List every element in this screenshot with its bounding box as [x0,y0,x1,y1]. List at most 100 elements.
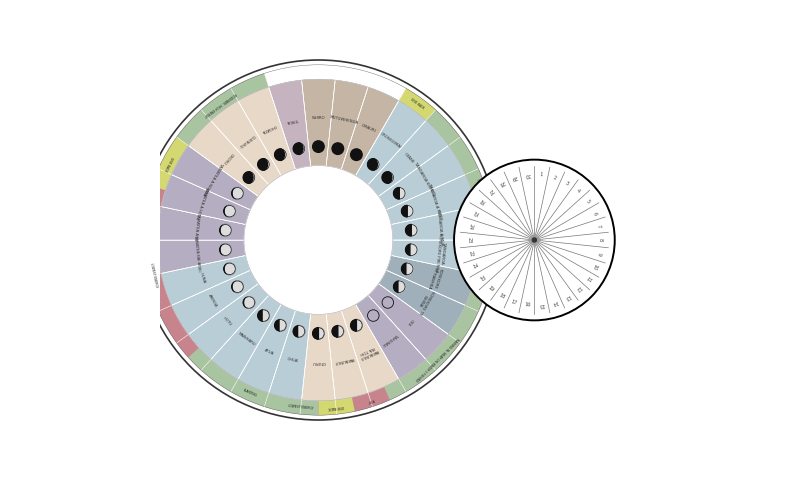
Polygon shape [281,320,286,331]
Wedge shape [269,311,310,400]
Text: 20: 20 [478,275,486,283]
Circle shape [258,159,270,170]
Wedge shape [356,101,426,185]
Polygon shape [356,320,362,331]
Wedge shape [211,295,282,379]
Circle shape [367,159,379,170]
Polygon shape [394,188,399,199]
Polygon shape [222,225,226,236]
Text: GIVE BACK: GIVE BACK [410,98,425,110]
Wedge shape [152,137,188,190]
Text: 15: 15 [538,302,545,308]
Polygon shape [299,143,303,155]
Wedge shape [211,101,282,185]
Polygon shape [226,225,231,236]
Wedge shape [398,88,436,120]
Polygon shape [238,188,243,199]
Text: OTURU: OTURU [311,360,326,364]
Wedge shape [368,120,449,196]
Polygon shape [335,325,338,337]
Text: 19: 19 [486,285,494,293]
Text: 16: 16 [524,302,531,308]
Text: TAMATEA A NGANA: TAMATEA A NGANA [202,162,223,196]
Text: 3: 3 [565,180,570,186]
Polygon shape [394,281,399,292]
Polygon shape [243,172,249,183]
Wedge shape [318,397,355,415]
Text: OHUA: OHUA [287,357,299,363]
Polygon shape [318,328,324,339]
Wedge shape [368,284,449,360]
Circle shape [220,225,231,236]
Wedge shape [356,295,426,379]
Text: TANGAROA
KOREKORE PIRI NGA: TANGAROA KOREKORE PIRI NGA [434,233,446,273]
Polygon shape [299,325,305,337]
Text: RAKAUNUI
MA TOH: RAKAUNUI MA TOH [358,344,379,360]
Circle shape [406,244,417,255]
Circle shape [394,281,405,292]
Polygon shape [234,281,238,292]
Polygon shape [406,225,411,236]
Polygon shape [411,244,414,255]
Text: 13: 13 [563,293,571,300]
Text: KOREKORE TE
WHINA: KOREKORE TE WHINA [414,288,435,315]
Text: TRAINING IN, NEAR ON WATER // FISHING: TRAINING IN, NEAR ON WATER // FISHING [414,336,460,382]
Wedge shape [269,80,310,169]
Wedge shape [188,284,269,360]
Text: MUTUWHENUA: MUTUWHENUA [329,115,358,125]
Text: TAMATEA KAI ARIKI: TAMATEA KAI ARIKI [193,234,201,271]
Wedge shape [188,348,318,415]
Circle shape [406,225,417,236]
Polygon shape [249,172,253,183]
Polygon shape [338,325,343,337]
Text: LOWEST ENERGY: LOWEST ENERGY [150,262,158,288]
Text: 9: 9 [596,252,601,255]
Text: OTANE: OTANE [403,152,415,164]
Text: 21: 21 [471,263,478,271]
Text: 7: 7 [596,224,602,228]
Circle shape [232,188,243,199]
Text: GIVE BACK: GIVE BACK [163,156,174,172]
Wedge shape [302,314,335,401]
Wedge shape [158,206,246,240]
Wedge shape [171,270,258,335]
Circle shape [258,310,270,321]
Polygon shape [230,263,235,275]
Polygon shape [249,297,254,308]
Circle shape [274,320,286,331]
Wedge shape [238,87,295,176]
Text: OKE: OKE [405,318,414,326]
Circle shape [332,325,343,337]
Circle shape [402,205,413,217]
Text: 27: 27 [486,187,494,195]
Wedge shape [238,304,295,393]
Polygon shape [294,143,299,155]
Circle shape [274,149,286,160]
Text: LOWEST ENERGY: LOWEST ENERGY [288,404,314,410]
Polygon shape [388,172,392,183]
Text: TANGAROA KIO KIO: TANGAROA KIO KIO [414,161,435,196]
Wedge shape [342,304,398,393]
Text: 2: 2 [552,175,557,180]
Polygon shape [274,149,281,160]
Polygon shape [226,263,230,275]
Text: 14: 14 [551,299,558,306]
Text: 26: 26 [478,197,486,205]
Text: 10: 10 [590,263,598,271]
Text: HOTU: HOTU [222,316,233,327]
Polygon shape [406,244,411,255]
Polygon shape [230,205,235,217]
Text: ATUA: ATUA [263,348,274,356]
Text: 18: 18 [498,293,506,300]
Text: TAMATEA A IO: TAMATEA A IO [194,214,200,241]
Circle shape [313,328,324,339]
Polygon shape [234,188,238,199]
Wedge shape [426,110,494,311]
Text: 22: 22 [467,250,474,257]
Circle shape [294,325,305,337]
Circle shape [224,205,235,217]
Text: TAHURAU: TAHURAU [382,332,399,346]
Text: 25: 25 [471,209,478,217]
Circle shape [533,238,536,242]
Circle shape [350,149,362,160]
